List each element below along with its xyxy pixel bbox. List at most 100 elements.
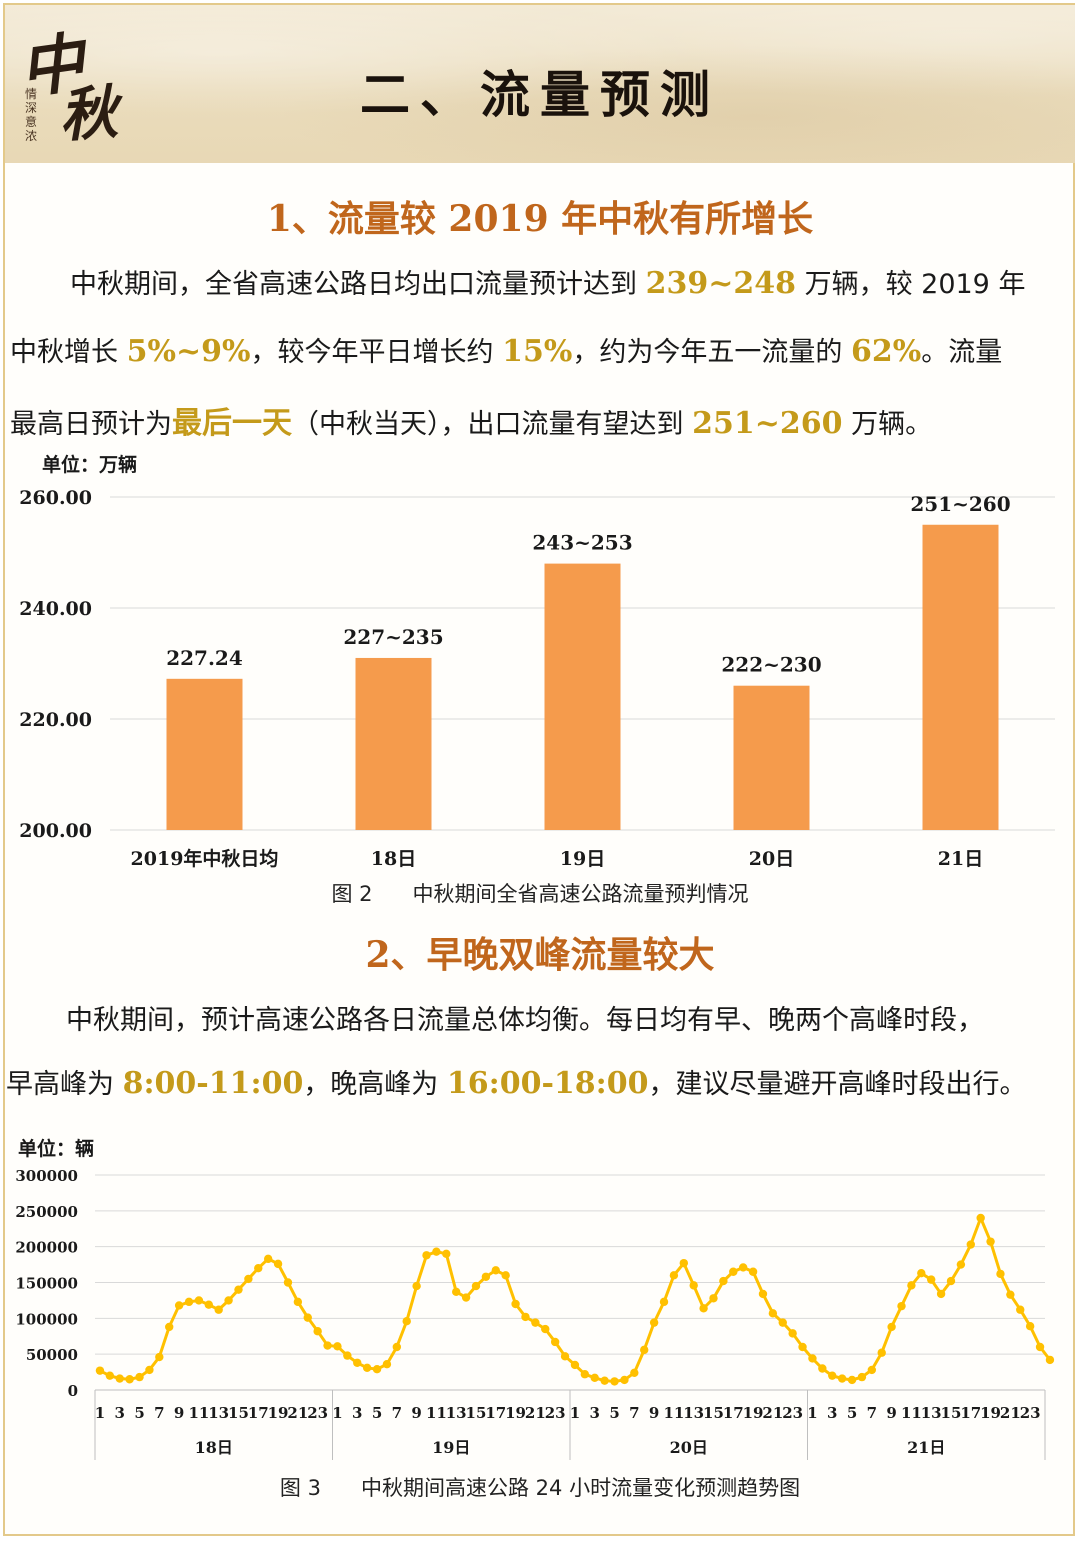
x-tick-label: 2019年中秋日均	[131, 847, 279, 870]
highlight-value: 15%	[502, 334, 573, 369]
section1-heading: 1、流量较 2019 年中秋有所增长	[266, 198, 814, 240]
data-point	[857, 1372, 867, 1382]
data-point	[758, 1289, 768, 1299]
bar-chart-unit: 单位：万辆	[42, 454, 138, 476]
data-point	[956, 1260, 966, 1269]
data-point	[936, 1289, 946, 1299]
data-point	[155, 1352, 164, 1362]
data-point	[976, 1213, 985, 1223]
data-point	[550, 1337, 560, 1347]
x-tick-label: 20日	[749, 848, 794, 870]
figure2-caption: 图 2 中秋期间全省高速公路流量预判情况	[331, 882, 749, 906]
text-run: 中秋期间，全省高速公路日均出口流量预计达到	[70, 269, 646, 300]
x-tick-label: 19日	[560, 848, 605, 870]
section2-paragraph-line2: 早高峰为 8:00-11:00，晚高峰为 16:00-18:00，建议尽量避开高…	[6, 1062, 1066, 1101]
data-point	[1016, 1305, 1025, 1314]
data-point	[145, 1365, 154, 1375]
x-tick-label: 3	[590, 1404, 600, 1422]
x-tick-label: 7	[629, 1404, 639, 1422]
y-tick-label: 250000	[15, 1203, 78, 1221]
data-point	[293, 1297, 303, 1307]
x-tick-label: 23	[307, 1404, 328, 1422]
data-point	[422, 1251, 431, 1260]
data-point	[778, 1318, 787, 1327]
data-point	[788, 1329, 797, 1338]
x-tick-label: 1	[95, 1404, 105, 1422]
highlight-value: 8:00-11:00	[122, 1066, 304, 1101]
x-tick-label: 13	[208, 1404, 229, 1422]
section1-paragraph-line3: 最高日预计为最后一天（中秋当天），出口流量有望达到 251~260 万辆。	[10, 398, 1070, 442]
bar	[544, 563, 621, 830]
highlight-value: 16:00-18:00	[446, 1066, 649, 1101]
highlight-text: 最后一天	[172, 406, 292, 441]
text-run: 早高峰为	[6, 1069, 123, 1100]
x-tick-label: 15	[703, 1404, 724, 1422]
data-point	[996, 1269, 1005, 1279]
data-point	[273, 1259, 283, 1269]
y-tick-label: 240.00	[19, 598, 92, 620]
x-tick-label: 7	[867, 1404, 877, 1422]
data-point	[610, 1377, 619, 1386]
data-point	[699, 1304, 708, 1313]
x-tick-label: 15	[228, 1404, 249, 1422]
data-label: 243~253	[532, 531, 632, 555]
x-tick-label: 15	[466, 1404, 487, 1422]
data-label: 251~260	[910, 492, 1010, 516]
data-point	[521, 1312, 530, 1322]
section1-paragraph-line1: 中秋期间，全省高速公路日均出口流量预计达到 239~248 万辆，较 2019 …	[70, 262, 1070, 301]
x-tick-label: 7	[392, 1404, 402, 1422]
data-point	[837, 1374, 847, 1383]
data-point	[729, 1267, 738, 1276]
group-label: 20日	[670, 1438, 708, 1457]
data-point	[719, 1276, 728, 1286]
section1-paragraph-line2: 中秋增长 5%~9%，较今年平日增长约 15%，约为今年五一流量的 62%。流量	[10, 330, 1070, 369]
text-run: 万辆，较 2019 年	[795, 269, 1026, 300]
data-point	[382, 1360, 392, 1369]
x-tick-label: 19	[505, 1404, 526, 1422]
bar	[922, 524, 999, 830]
data-point	[570, 1360, 580, 1370]
bar	[355, 657, 432, 830]
data-point	[95, 1366, 105, 1375]
text-run: 最高日预计为	[10, 409, 172, 440]
data-point	[501, 1271, 510, 1280]
data-point	[511, 1299, 520, 1309]
data-point	[244, 1274, 253, 1284]
x-tick-label: 5	[134, 1404, 144, 1422]
data-point	[471, 1281, 481, 1291]
data-point	[600, 1376, 609, 1385]
data-point	[818, 1364, 827, 1373]
x-tick-label: 17	[485, 1404, 506, 1422]
data-point	[877, 1348, 886, 1357]
data-point	[620, 1375, 629, 1385]
x-tick-label: 18日	[371, 848, 416, 870]
data-point	[630, 1368, 639, 1377]
data-point	[353, 1358, 362, 1367]
x-tick-label: 3	[115, 1404, 125, 1422]
x-tick-label: 5	[847, 1404, 857, 1422]
x-tick-label: 1	[570, 1404, 580, 1422]
x-tick-label: 21	[762, 1404, 783, 1422]
text-run: 。流量	[921, 337, 1003, 368]
x-tick-label: 17	[248, 1404, 269, 1422]
data-point	[283, 1278, 293, 1287]
y-tick-label: 300000	[15, 1167, 78, 1185]
x-tick-label: 9	[411, 1404, 421, 1422]
data-point	[263, 1254, 273, 1264]
x-tick-label: 11	[426, 1404, 447, 1422]
data-point	[1045, 1355, 1055, 1365]
data-point	[115, 1374, 124, 1383]
data-point	[372, 1365, 382, 1374]
y-tick-label: 150000	[15, 1275, 78, 1293]
data-point	[451, 1287, 461, 1297]
x-tick-label: 23	[545, 1404, 566, 1422]
x-tick-label: 9	[886, 1404, 896, 1422]
highlight-value: 251~260	[692, 406, 843, 441]
text-run: ，建议尽量避开高峰时段出行。	[648, 1069, 1027, 1100]
figure3-caption: 图 3 中秋期间高速公路 24 小时流量变化预测趋势图	[279, 1476, 801, 1500]
data-point	[343, 1351, 352, 1360]
data-point	[709, 1294, 718, 1303]
y-tick-label: 200000	[15, 1239, 78, 1257]
data-point	[481, 1272, 491, 1281]
x-tick-label: 21	[525, 1404, 546, 1422]
